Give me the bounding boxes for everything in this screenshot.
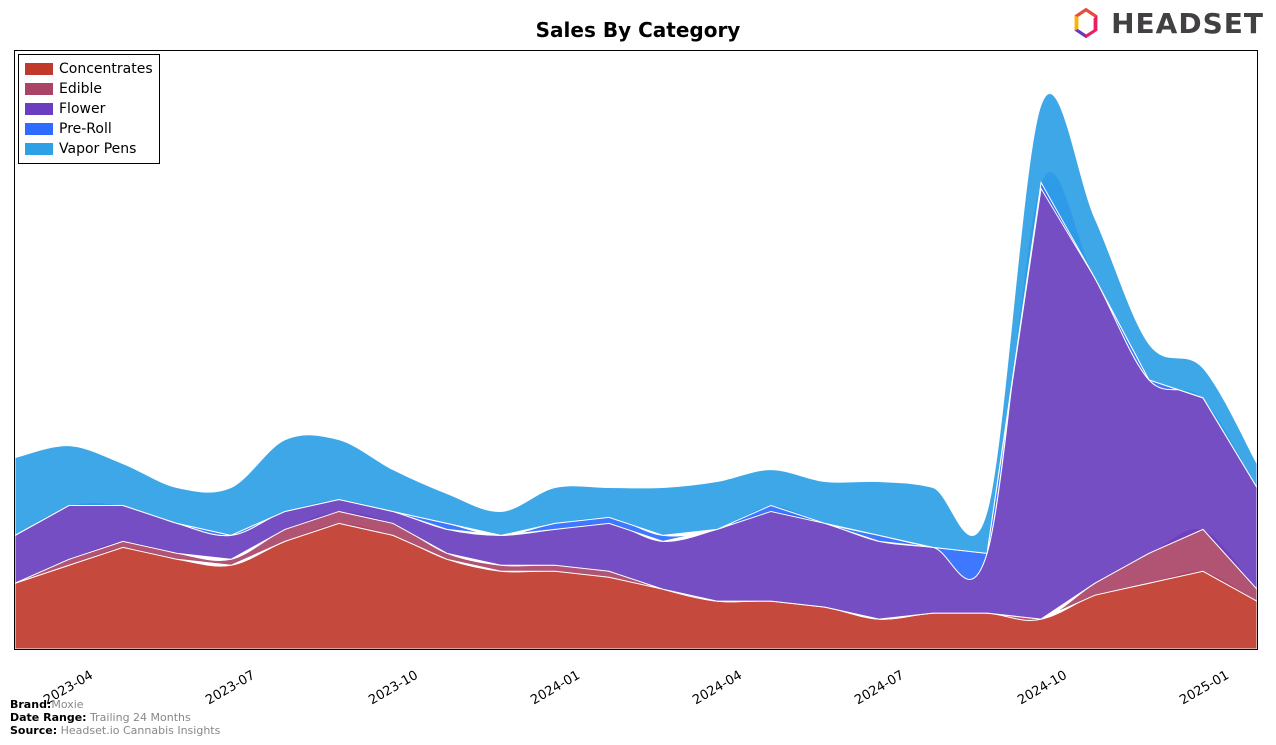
meta-range-value: Trailing 24 Months — [87, 711, 191, 724]
legend-item: Flower — [25, 99, 153, 119]
logo-text: HEADSET — [1111, 7, 1264, 40]
x-tick-label: 2024-07 — [853, 668, 908, 708]
legend-item: Edible — [25, 79, 153, 99]
x-tick-label: 2024-04 — [690, 668, 745, 708]
legend-swatch — [25, 63, 53, 75]
legend-swatch — [25, 103, 53, 115]
legend-label: Vapor Pens — [59, 139, 136, 159]
area-series — [15, 177, 1257, 619]
legend-label: Concentrates — [59, 59, 153, 79]
meta-source-label: Source: — [10, 724, 57, 737]
legend-item: Concentrates — [25, 59, 153, 79]
meta-range-label: Date Range: — [10, 711, 87, 724]
legend: ConcentratesEdibleFlowerPre-RollVapor Pe… — [18, 54, 160, 164]
plot-area — [14, 50, 1258, 650]
x-tick-label: 2024-10 — [1015, 668, 1070, 708]
legend-label: Edible — [59, 79, 102, 99]
footer-meta: Brand:Moxie Date Range: Trailing 24 Mont… — [10, 698, 220, 737]
legend-label: Pre-Roll — [59, 119, 112, 139]
meta-brand-label: Brand: — [10, 698, 51, 711]
x-tick-label: 2025-01 — [1177, 668, 1232, 708]
meta-brand-value: Moxie — [51, 698, 83, 711]
legend-swatch — [25, 83, 53, 95]
headset-icon — [1067, 4, 1105, 42]
x-tick-label: 2024-01 — [528, 668, 583, 708]
area-chart-svg — [15, 51, 1257, 649]
legend-label: Flower — [59, 99, 105, 119]
legend-item: Pre-Roll — [25, 119, 153, 139]
legend-swatch — [25, 143, 53, 155]
logo: HEADSET — [1067, 4, 1264, 42]
legend-swatch — [25, 123, 53, 135]
legend-item: Vapor Pens — [25, 139, 153, 159]
x-tick-label: 2023-10 — [366, 668, 421, 708]
meta-source-value: Headset.io Cannabis Insights — [57, 724, 220, 737]
